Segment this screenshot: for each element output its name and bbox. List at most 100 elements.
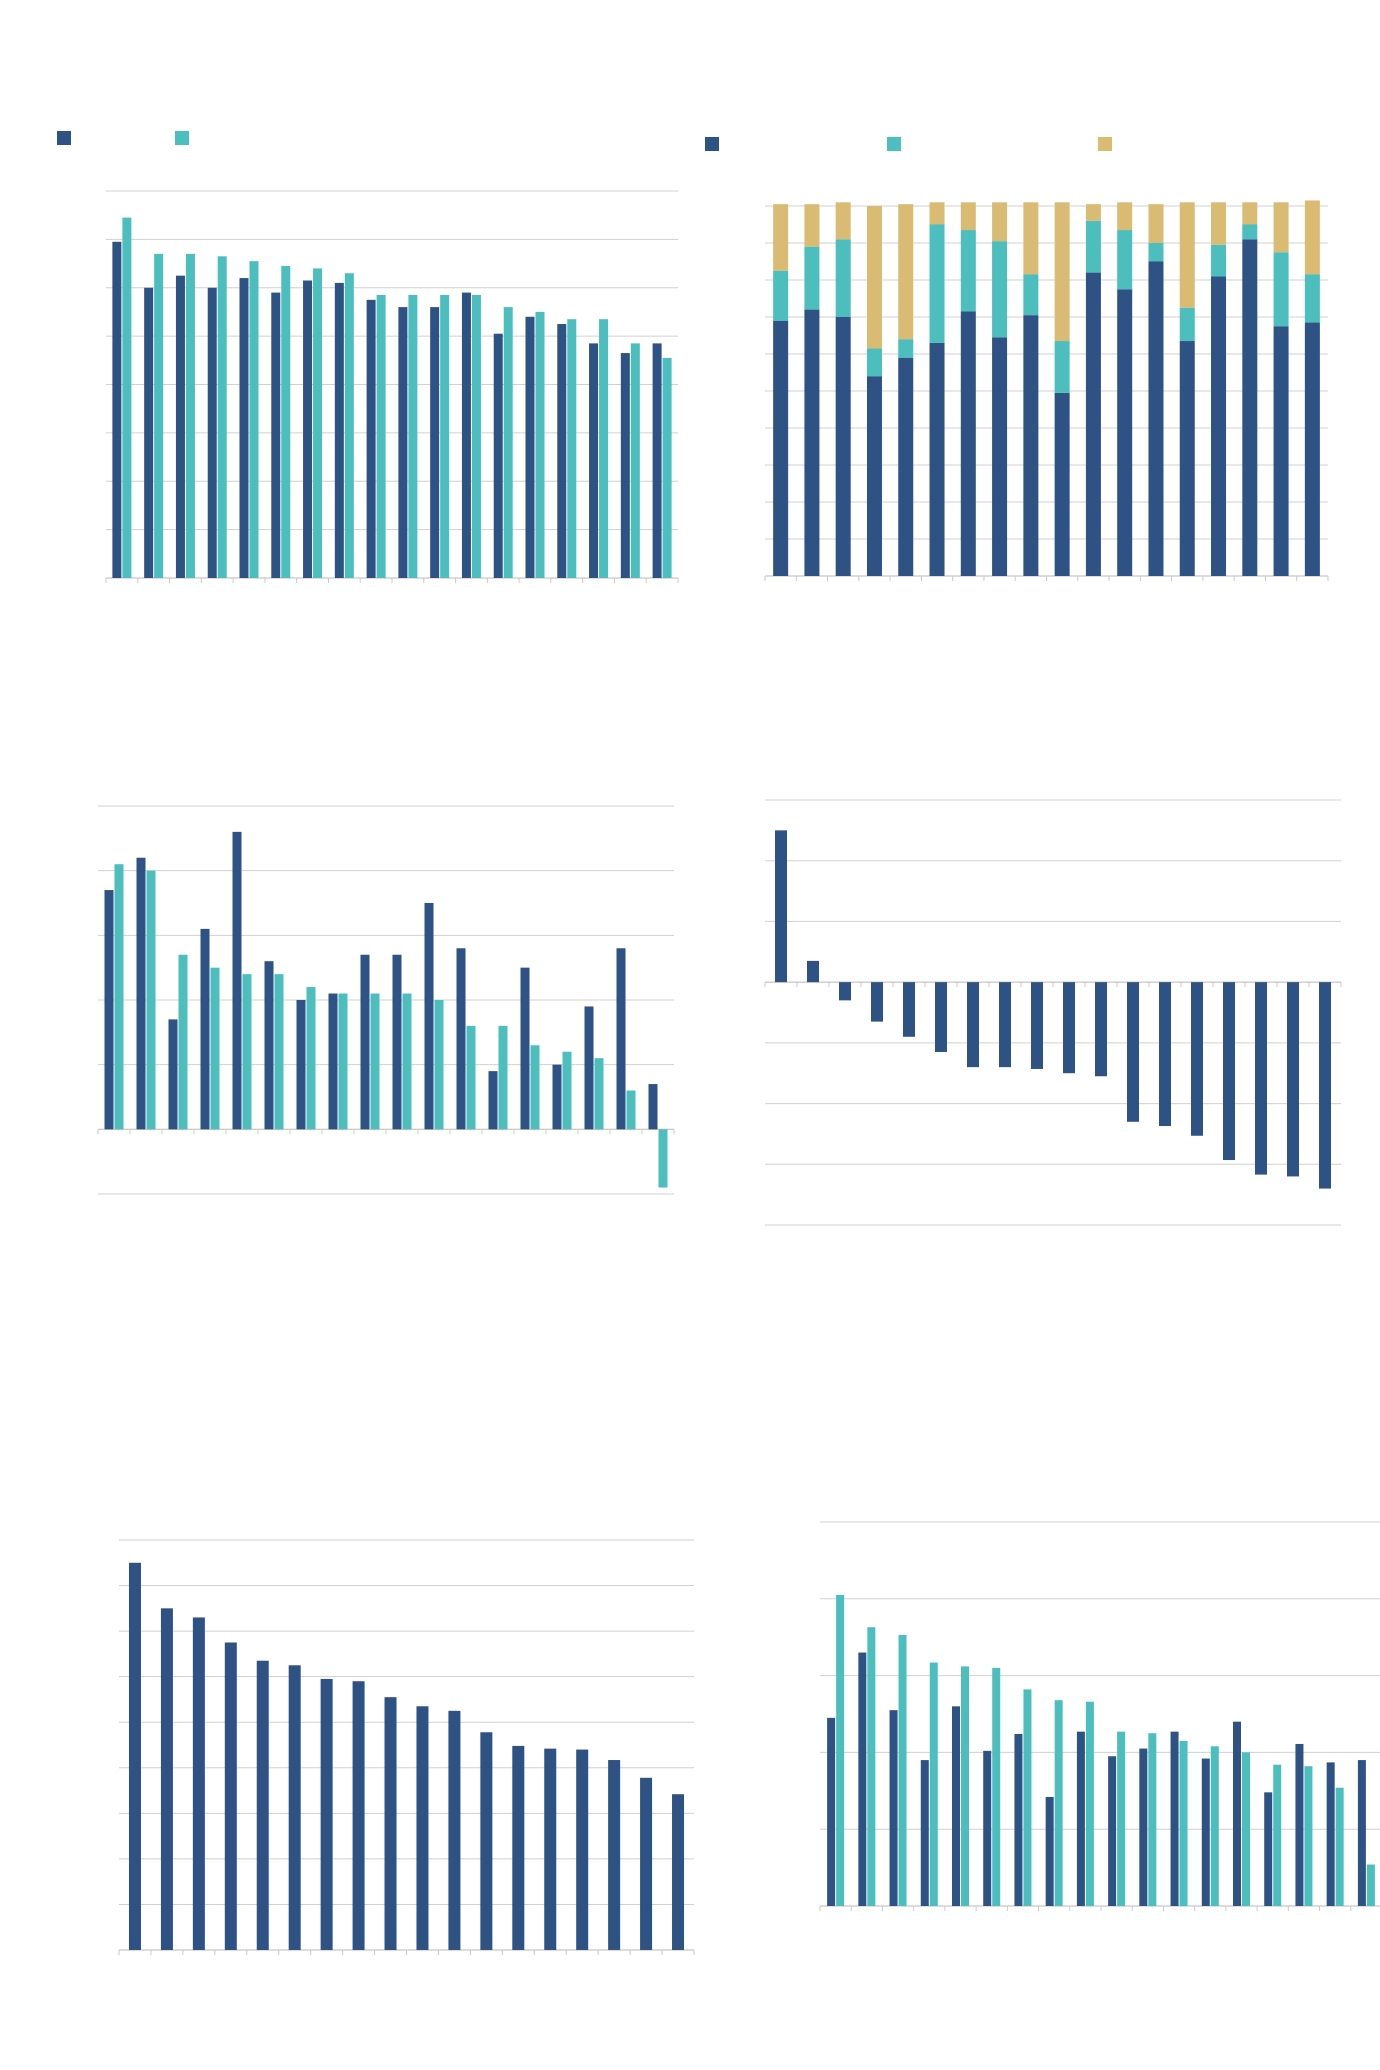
- chart4-bar-series1: [1031, 982, 1043, 1069]
- chart1-bar-series2: [154, 253, 164, 578]
- chart3-bar-series2: [274, 974, 284, 1130]
- chart6-bar-series2: [1023, 1689, 1032, 1906]
- chart6-bar-series1: [1076, 1731, 1085, 1906]
- chart6-bar-series1: [1014, 1733, 1023, 1906]
- chart6-bar-series1: [1264, 1792, 1273, 1906]
- chart2-bar-series2: [804, 246, 820, 310]
- chart4-bar-series1: [839, 982, 851, 1001]
- chart3-bar-series2: [210, 967, 220, 1130]
- chart2-bar-series1: [1304, 322, 1320, 576]
- chart6-bar-series2: [992, 1667, 1001, 1906]
- chart2-bar-series2: [1148, 243, 1164, 262]
- chart6-bar-series2: [1085, 1701, 1094, 1906]
- chart3-bar-series1: [392, 954, 402, 1130]
- chart2-bar-series3: [992, 202, 1008, 242]
- chart2-bar-series3: [1211, 202, 1227, 245]
- chart6-bar-series1: [1201, 1758, 1210, 1906]
- chart4-bar-series1: [871, 982, 883, 1022]
- chart1-bar-series1: [493, 333, 503, 578]
- chart2-bar-series1: [835, 317, 851, 576]
- chart5-bar-series1: [352, 1681, 365, 1950]
- chart2-bar-series2: [1085, 220, 1101, 273]
- chart1-bar-series1: [366, 299, 376, 578]
- legend-swatch-series-2: [175, 131, 189, 145]
- chart1-bar-series1: [112, 241, 122, 578]
- chart1-bar-series1: [557, 324, 567, 578]
- chart1-bar-series1: [207, 287, 217, 578]
- chart6-bar-series2: [1117, 1731, 1126, 1906]
- chart1-bar-series2: [249, 261, 259, 578]
- chart3-bar-series1: [296, 1000, 306, 1130]
- chart2-bar-series1: [898, 357, 914, 576]
- chart2-bar-series1: [1148, 261, 1164, 576]
- chart4-bar-series1: [1063, 982, 1075, 1074]
- chart6-bar-series1: [920, 1760, 929, 1906]
- chart2-bar-series3: [960, 202, 976, 231]
- chart6-bar-series2: [1210, 1746, 1219, 1906]
- chart1-bar-series2: [535, 311, 545, 578]
- chart2-bar-series3: [929, 202, 945, 225]
- chart5-bar-series1: [544, 1748, 557, 1950]
- chart1-bar-series2: [567, 319, 577, 578]
- chart4-bar-series1: [775, 830, 787, 983]
- chart3-bar-series1: [584, 1006, 594, 1130]
- chart2-bar-series1: [1211, 276, 1227, 576]
- chart2-bar-series1: [1054, 392, 1070, 576]
- chart1-bar-series2: [122, 217, 132, 578]
- chart4-bar-series1: [935, 982, 947, 1052]
- chart3-bar-series2: [594, 1058, 604, 1130]
- chart4-bar-series1: [1159, 982, 1171, 1127]
- chart3-bar-series1: [424, 903, 434, 1130]
- chart3-bar-series2: [338, 993, 348, 1130]
- chart2-bar-series3: [1117, 202, 1133, 231]
- chart2-bar-series3: [804, 204, 820, 247]
- chart1-bar-series2: [630, 343, 640, 578]
- chart5-bar-series1: [224, 1642, 237, 1950]
- chart3-bar-series2: [370, 993, 380, 1130]
- chart4-bar-series1: [967, 982, 979, 1068]
- chart5-bar-series1: [160, 1608, 173, 1950]
- legend-swatch-series-1: [57, 131, 71, 145]
- chart1-bar-series1: [430, 307, 440, 578]
- chart5-bar-series1: [288, 1665, 301, 1950]
- chart3-bar-series2: [434, 1000, 444, 1130]
- chart2-bar-series2: [1242, 224, 1258, 240]
- chart3-bar-series1: [456, 948, 466, 1130]
- chart5-bar-series1: [576, 1749, 589, 1950]
- chart6-bar-series2: [898, 1634, 907, 1906]
- chart3-bar-series2: [306, 987, 316, 1130]
- legend-swatch-series-1: [705, 137, 719, 151]
- chart1-bar-series2: [313, 268, 323, 578]
- chart5-bar-series1: [320, 1678, 333, 1950]
- chart1-bar-series1: [620, 353, 630, 578]
- chart6-bar-series2: [1366, 1864, 1375, 1906]
- chart2-bar-series2: [1273, 252, 1289, 327]
- chart2-bar-series3: [773, 204, 789, 271]
- chart2-bar-series2: [929, 224, 945, 343]
- chart6-bar-series1: [1170, 1731, 1179, 1906]
- chart2-bar-series2: [1179, 307, 1195, 342]
- chart4-bar-series1: [1255, 982, 1267, 1175]
- chart6-bar-series1: [1139, 1748, 1148, 1906]
- chart2-bar-series2: [1304, 274, 1320, 323]
- chart2-bar-series3: [1054, 202, 1070, 342]
- chart3-bar-series2: [242, 974, 252, 1130]
- chart2-bar-series3: [1085, 204, 1101, 221]
- chart5-bar-series1: [672, 1794, 685, 1950]
- chart1-bar-series2: [408, 295, 418, 578]
- chart3-bar-series2: [178, 954, 188, 1130]
- chart5-bar-series1: [128, 1562, 141, 1950]
- chart3-bar-series2: [498, 1025, 508, 1130]
- chart6-bar-series2: [1179, 1740, 1188, 1906]
- chart6-bar-series2: [961, 1666, 969, 1906]
- chart1-bar-series1: [303, 280, 313, 578]
- chart3-bar-series1: [136, 857, 146, 1130]
- chart3-bar-series1: [552, 1064, 562, 1130]
- chart2-bar-series1: [1085, 272, 1101, 576]
- chart5-bar-series1: [256, 1660, 269, 1950]
- chart2-bar-series2: [866, 348, 882, 377]
- chart6-bar-series1: [889, 1710, 898, 1906]
- chart3-bar-series1: [168, 1019, 178, 1130]
- chart2-bar-series2: [1023, 274, 1039, 316]
- chart5-bar-series1: [416, 1706, 429, 1950]
